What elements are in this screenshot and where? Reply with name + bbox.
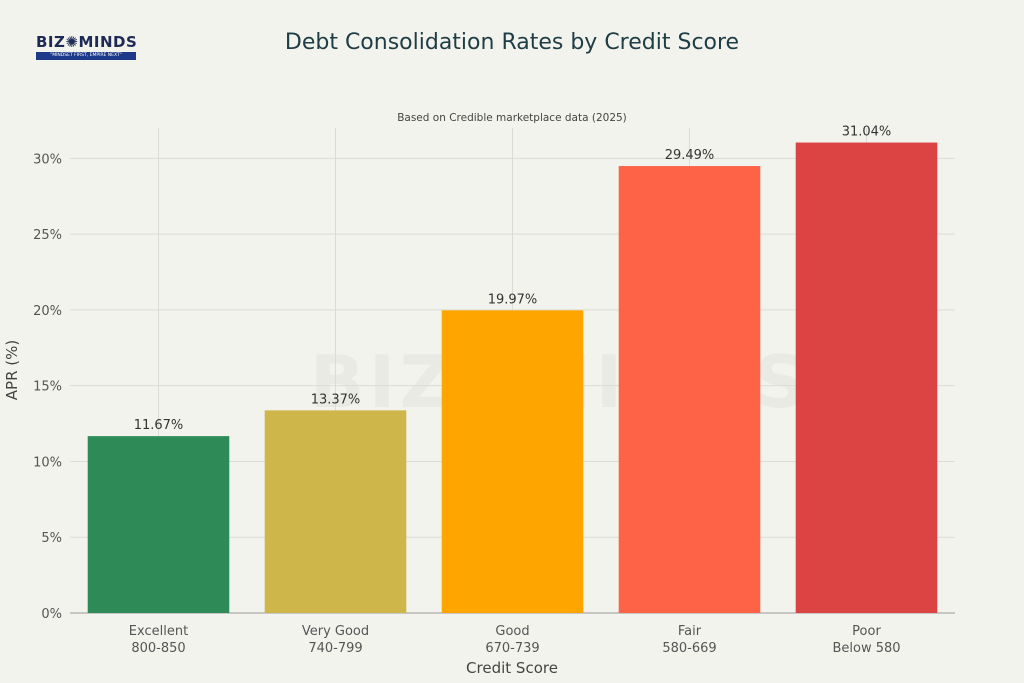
y-tick-label: 10% [33,455,62,470]
x-tick-label: Good [495,624,529,639]
y-tick-label: 15% [33,380,62,395]
bar [264,410,407,613]
y-tick-label: 25% [33,228,62,243]
y-tick-label: 20% [33,304,62,319]
y-tick-label: 5% [41,531,62,546]
data-label: 31.04% [842,125,892,140]
x-tick-label: Fair [678,624,702,639]
x-tick-label: Poor [852,624,881,639]
bizminds-logo: BIZ✺MINDS "MINDSET FIRST, EMPIRE NEXT" [36,33,138,61]
bar [618,166,761,614]
x-tick-sublabel: Below 580 [832,641,900,656]
y-axis-title: APR (%) [3,340,21,400]
data-label: 13.37% [311,392,361,407]
data-label: 11.67% [134,418,184,433]
x-tick-label: Excellent [129,624,188,639]
data-label: 29.49% [665,148,715,163]
logo-tagline: "MINDSET FIRST, EMPIRE NEXT" [36,52,136,60]
bar [87,436,230,613]
logo-brand-text: BIZ✺MINDS [36,33,138,51]
x-axis-title: Credit Score [466,659,558,677]
x-tick-sublabel: 800-850 [131,641,185,656]
x-tick-sublabel: 740-799 [308,641,362,656]
y-tick-label: 30% [33,152,62,167]
bar [795,142,938,614]
y-tick-label: 0% [41,607,62,622]
bars [87,142,938,614]
data-label: 19.97% [488,292,538,307]
chart-title: Debt Consolidation Rates by Credit Score [284,30,740,55]
x-tick-label: Very Good [302,624,369,639]
bar [441,310,584,613]
x-tick-sublabel: 670-739 [485,641,539,656]
chart-subtitle: Based on Credible marketplace data (2025… [397,112,627,124]
x-tick-sublabel: 580-669 [662,641,716,656]
labels: Based on Credible marketplace data (2025… [3,112,901,677]
